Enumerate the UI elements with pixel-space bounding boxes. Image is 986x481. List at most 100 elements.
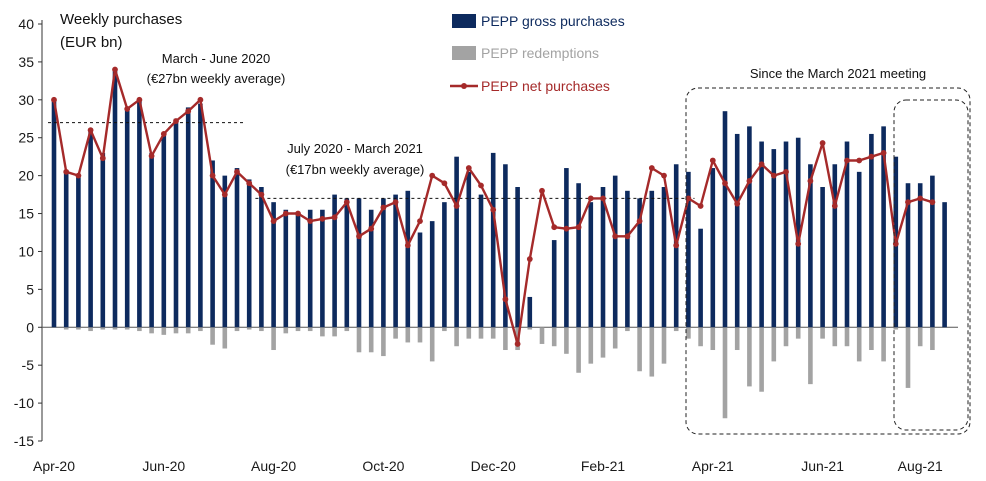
- gross-purchase-bar: [625, 190, 630, 328]
- redemption-bar: [88, 327, 93, 332]
- y-tick-label: 20: [18, 168, 34, 184]
- y-tick-label: 15: [18, 206, 34, 222]
- redemption-bar: [734, 327, 740, 351]
- redemption-bar: [503, 327, 508, 351]
- gross-purchase-bar: [637, 198, 642, 328]
- net-purchase-point: [63, 168, 70, 175]
- gross-purchase-bar: [734, 133, 740, 328]
- x-tick-label: Jun-21: [801, 458, 844, 474]
- legend-net-label: PEPP net purchases: [481, 78, 610, 94]
- gross-purchase-bar: [320, 209, 325, 328]
- net-purchase-point: [307, 218, 314, 225]
- gross-purchase-bars: [51, 69, 947, 328]
- gross-purchase-bar: [405, 190, 411, 328]
- redemption-bar: [185, 327, 191, 334]
- redemption-bar: [600, 327, 606, 358]
- net-purchase-point: [490, 206, 497, 213]
- legend-gross-label: PEPP gross purchases: [481, 13, 625, 29]
- gross-purchase-bar: [600, 187, 606, 328]
- x-tick-label: Feb-21: [581, 458, 626, 474]
- net-purchase-point: [880, 149, 887, 156]
- net-purchase-point: [685, 195, 692, 202]
- net-purchase-point: [331, 214, 338, 221]
- net-purchase-point: [819, 140, 826, 146]
- redemption-bar: [698, 327, 703, 347]
- annotation-mar-jun-average: (€27bn weekly average): [147, 71, 286, 86]
- net-purchase-point: [465, 165, 472, 171]
- august-highlight-box: [893, 99, 969, 431]
- net-purchase-point: [563, 225, 570, 232]
- gross-purchase-bar: [905, 183, 911, 328]
- y-tick-label: 30: [18, 92, 34, 108]
- gross-purchase-bar: [222, 175, 228, 328]
- gross-purchase-bar: [527, 296, 533, 328]
- gross-purchase-bar: [661, 187, 667, 328]
- redemption-bar: [344, 327, 350, 332]
- net-purchase-point: [600, 195, 606, 202]
- redemption-bar: [722, 327, 728, 419]
- gross-purchase-bar: [881, 126, 886, 328]
- redemption-bar: [747, 327, 752, 387]
- net-purchase-point: [783, 168, 789, 175]
- net-purchase-point: [343, 199, 350, 206]
- net-purchase-point: [661, 172, 667, 179]
- gross-purchase-bar: [454, 156, 459, 328]
- gross-purchase-bar: [747, 126, 752, 328]
- x-tick-label: Jun-20: [142, 458, 185, 474]
- net-purchase-point: [929, 199, 936, 206]
- redemption-bar: [210, 327, 215, 345]
- redemption-bar: [771, 327, 777, 362]
- net-purchase-point: [575, 224, 582, 231]
- net-purchase-point: [844, 157, 850, 164]
- redemption-bar: [808, 327, 813, 385]
- net-purchase-point: [868, 153, 875, 160]
- legend: PEPP gross purchases PEPP redemptions PE…: [450, 13, 625, 94]
- net-purchase-point: [453, 203, 460, 209]
- gross-purchase-bar: [149, 152, 154, 328]
- net-purchase-point: [197, 96, 204, 103]
- x-tick-label: Apr-21: [692, 458, 734, 474]
- redemption-bar: [63, 327, 69, 330]
- gross-purchase-bar: [161, 133, 167, 328]
- redemption-bar: [332, 327, 337, 337]
- redemption-bar: [551, 327, 557, 347]
- net-purchase-point: [539, 187, 545, 194]
- gross-purchase-bar: [63, 171, 69, 328]
- redemption-bar: [234, 327, 240, 332]
- net-purchase-point: [356, 233, 362, 240]
- gross-purchase-bar: [917, 183, 923, 328]
- net-purchase-point: [807, 178, 814, 184]
- redemption-bar: [417, 327, 423, 343]
- gross-purchase-bar: [844, 141, 850, 328]
- redemption-bar: [76, 327, 81, 330]
- gross-purchase-bar: [185, 107, 191, 328]
- redemption-bar: [917, 327, 923, 347]
- net-purchase-point: [209, 172, 216, 179]
- gross-purchase-bar: [344, 198, 350, 328]
- gross-purchase-bar: [356, 198, 362, 328]
- gross-purchase-bar: [930, 175, 935, 328]
- y-axis-title-line-1: Weekly purchases: [60, 11, 182, 28]
- net-purchase-point: [905, 199, 911, 206]
- gross-purchase-bar: [783, 141, 789, 328]
- legend-net-marker: [461, 83, 467, 89]
- redemption-bar: [490, 327, 496, 339]
- redemption-bar: [320, 327, 325, 337]
- gross-purchase-bar: [515, 187, 520, 328]
- gross-purchase-bar: [198, 103, 203, 328]
- gross-purchase-bar: [869, 133, 874, 328]
- net-purchase-point: [648, 165, 655, 171]
- redemption-bar: [795, 327, 801, 339]
- gross-purchase-bar: [124, 107, 130, 328]
- redemption-bar: [137, 327, 142, 332]
- gross-purchase-bar: [649, 190, 655, 328]
- net-purchase-point: [831, 203, 838, 209]
- redemption-bar: [844, 327, 850, 347]
- redemption-bar: [429, 327, 435, 362]
- gross-purchase-bar: [698, 228, 703, 328]
- redemption-bar: [393, 327, 398, 339]
- gross-purchase-bar: [393, 194, 398, 328]
- net-purchase-point: [441, 180, 448, 187]
- gross-purchase-bar: [112, 69, 118, 328]
- redemption-bar: [869, 327, 874, 351]
